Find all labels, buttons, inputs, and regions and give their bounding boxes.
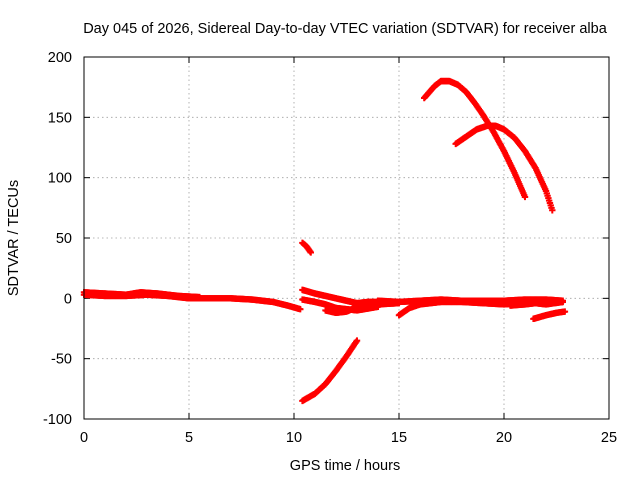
grid-layer xyxy=(84,57,609,419)
data-point xyxy=(307,249,314,256)
x-tick-label: 25 xyxy=(601,430,617,446)
data-point xyxy=(561,308,569,315)
x-tick-label: 5 xyxy=(185,430,193,446)
data-point xyxy=(297,305,304,313)
x-tick-label: 15 xyxy=(391,430,407,446)
y-tick-label: -50 xyxy=(51,352,72,368)
data-series xyxy=(530,308,569,323)
y-axis-label: SDTVAR / TECUs xyxy=(6,180,22,296)
data-point xyxy=(549,207,556,214)
data-point xyxy=(559,298,566,306)
chart-title: Day 045 of 2026, Sidereal Day-to-day VTE… xyxy=(83,21,608,37)
y-tick-label: 0 xyxy=(64,291,72,307)
y-tick-label: 150 xyxy=(48,110,72,126)
data-series xyxy=(299,239,314,256)
data-series xyxy=(452,122,556,214)
y-tick-label: 200 xyxy=(48,50,72,66)
x-tick-label: 20 xyxy=(496,430,512,446)
x-tick-label: 0 xyxy=(80,430,88,446)
data-point xyxy=(521,193,529,201)
data-point xyxy=(353,337,361,344)
data-series xyxy=(80,289,203,301)
x-axis-label: GPS time / hours xyxy=(290,458,400,474)
y-tick-label: 100 xyxy=(48,171,72,187)
tick-layer: 0 5 10 15 20 25 -100 -50 0 50 100 150 200 xyxy=(43,50,617,446)
y-tick-label: 50 xyxy=(56,231,72,247)
data-point xyxy=(196,293,203,301)
y-tick-label: -100 xyxy=(43,412,72,428)
data-series xyxy=(299,337,361,405)
x-tick-label: 10 xyxy=(286,430,302,446)
plot-frame xyxy=(83,56,610,420)
data-layer xyxy=(80,77,569,405)
data-series xyxy=(374,296,566,306)
data-series xyxy=(421,77,529,201)
data-series xyxy=(507,298,566,309)
